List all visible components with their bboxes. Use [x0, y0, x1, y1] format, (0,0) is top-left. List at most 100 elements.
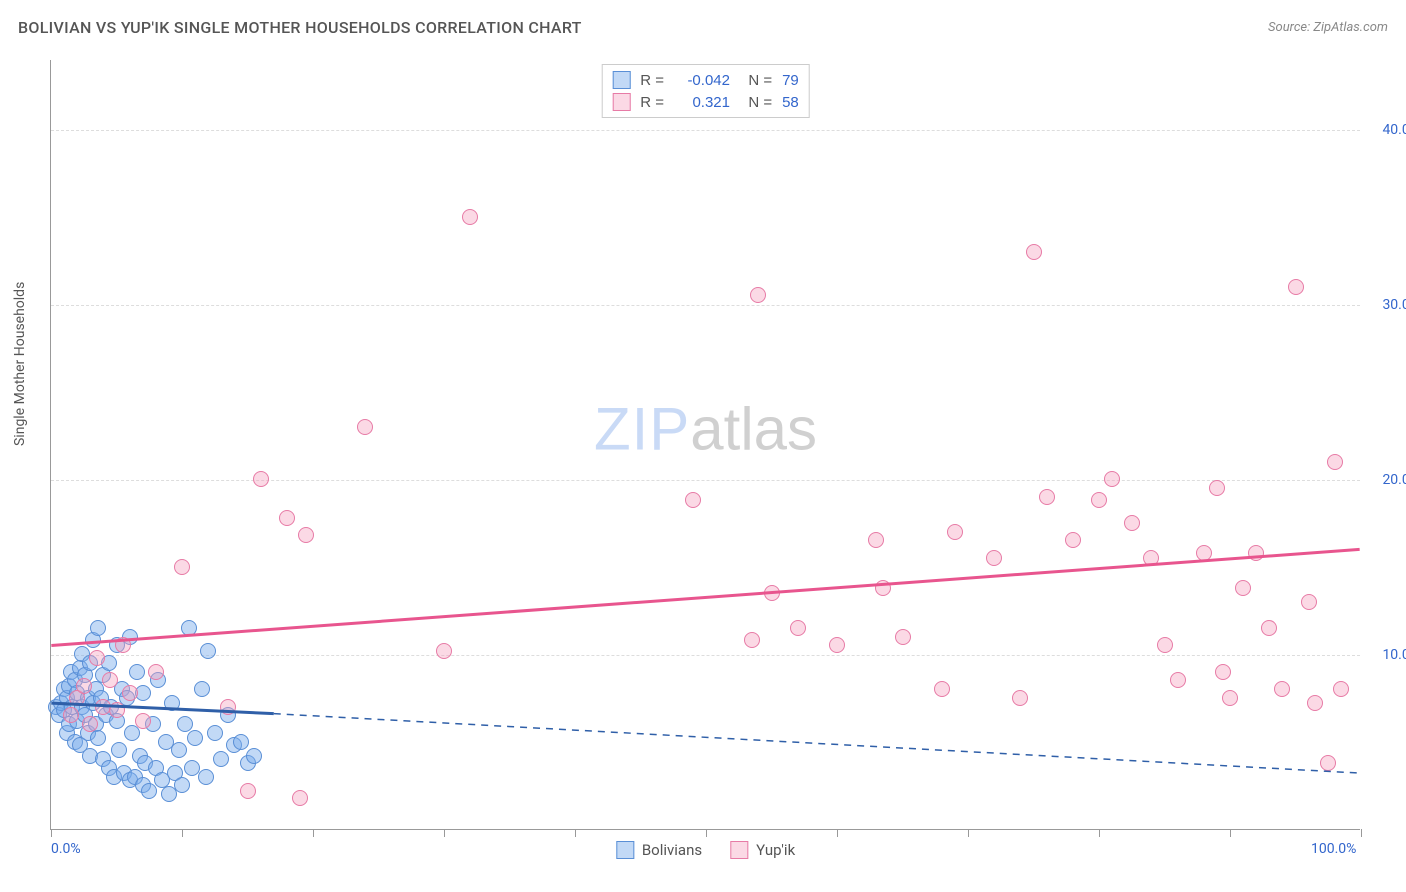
data-point [90, 730, 106, 746]
trend-lines [51, 60, 1360, 829]
data-point [1301, 594, 1317, 610]
title-bar: BOLIVIAN VS YUP'IK SINGLE MOTHER HOUSEHO… [18, 18, 1388, 37]
data-point [1012, 690, 1028, 706]
data-point [181, 620, 197, 636]
legend-r-label: R = [640, 94, 664, 111]
data-point [1248, 545, 1264, 561]
x-tick [837, 829, 838, 837]
x-tick [706, 829, 707, 837]
data-point [1039, 489, 1055, 505]
grid-line [51, 130, 1360, 131]
watermark: ZIPatlas [594, 395, 817, 464]
data-point [198, 769, 214, 785]
x-tick [1099, 829, 1100, 837]
data-point [177, 716, 193, 732]
data-point [1104, 471, 1120, 487]
data-point [200, 643, 216, 659]
data-point [1261, 620, 1277, 636]
data-point [129, 664, 145, 680]
data-point [148, 664, 164, 680]
data-point [1026, 244, 1042, 260]
data-point [63, 707, 79, 723]
grid-line [51, 655, 1360, 656]
legend-swatch [616, 841, 634, 859]
data-point [115, 637, 131, 653]
data-point [187, 730, 203, 746]
legend-r-value: -0.042 [674, 72, 730, 89]
x-tick-label: 100.0% [1311, 841, 1356, 857]
source-label: Source: ZipAtlas.com [1268, 20, 1388, 35]
y-tick-label: 20.0% [1382, 472, 1406, 488]
data-point [1215, 664, 1231, 680]
data-point [240, 783, 256, 799]
data-point [1170, 672, 1186, 688]
data-point [750, 287, 766, 303]
data-point [102, 672, 118, 688]
data-point [164, 695, 180, 711]
legend-n-value: 58 [782, 94, 799, 111]
data-point [292, 790, 308, 806]
legend-n-value: 79 [782, 72, 799, 89]
data-point [233, 734, 249, 750]
data-point [744, 632, 760, 648]
data-point [790, 620, 806, 636]
data-point [135, 713, 151, 729]
data-point [76, 678, 92, 694]
data-point [1333, 681, 1349, 697]
x-tick [444, 829, 445, 837]
legend-swatch [730, 841, 748, 859]
data-point [895, 629, 911, 645]
data-point [685, 492, 701, 508]
data-point [194, 681, 210, 697]
data-point [934, 681, 950, 697]
legend-item: Yup'ik [730, 841, 795, 859]
data-point [174, 777, 190, 793]
data-point [436, 643, 452, 659]
data-point [1235, 580, 1251, 596]
data-point [1327, 454, 1343, 470]
data-point [1124, 515, 1140, 531]
data-point [764, 585, 780, 601]
data-point [1157, 637, 1173, 653]
data-point [875, 580, 891, 596]
data-point [82, 716, 98, 732]
legend-n-label: N = [740, 72, 772, 89]
data-point [1065, 532, 1081, 548]
data-point [357, 419, 373, 435]
legend-swatch [612, 93, 630, 111]
data-point [829, 637, 845, 653]
data-point [1320, 755, 1336, 771]
legend-row: R = 0.321 N = 58 [612, 91, 799, 113]
plot-area: ZIPatlas R = -0.042 N = 79R = 0.321 N = … [50, 60, 1360, 830]
data-point [1307, 695, 1323, 711]
x-tick-label: 0.0% [51, 841, 81, 857]
series-legend: Bolivians Yup'ik [616, 841, 795, 859]
x-tick [968, 829, 969, 837]
data-point [1209, 480, 1225, 496]
data-point [90, 620, 106, 636]
data-point [174, 559, 190, 575]
data-point [1196, 545, 1212, 561]
grid-line [51, 305, 1360, 306]
data-point [279, 510, 295, 526]
data-point [122, 685, 138, 701]
y-tick-label: 30.0% [1382, 297, 1406, 313]
data-point [298, 527, 314, 543]
x-tick [1230, 829, 1231, 837]
legend-swatch [612, 71, 630, 89]
legend-label: Bolivians [642, 841, 702, 859]
chart-title: BOLIVIAN VS YUP'IK SINGLE MOTHER HOUSEHO… [18, 18, 582, 37]
x-tick [51, 829, 52, 837]
legend-item: Bolivians [616, 841, 702, 859]
legend-n-label: N = [740, 94, 772, 111]
data-point [220, 699, 236, 715]
legend-r-label: R = [640, 72, 664, 89]
grid-line [51, 480, 1360, 481]
data-point [1143, 550, 1159, 566]
watermark-atlas: atlas [690, 396, 817, 463]
data-point [462, 209, 478, 225]
watermark-zip: ZIP [594, 396, 690, 463]
data-point [207, 725, 223, 741]
data-point [246, 748, 262, 764]
legend-row: R = -0.042 N = 79 [612, 69, 799, 91]
